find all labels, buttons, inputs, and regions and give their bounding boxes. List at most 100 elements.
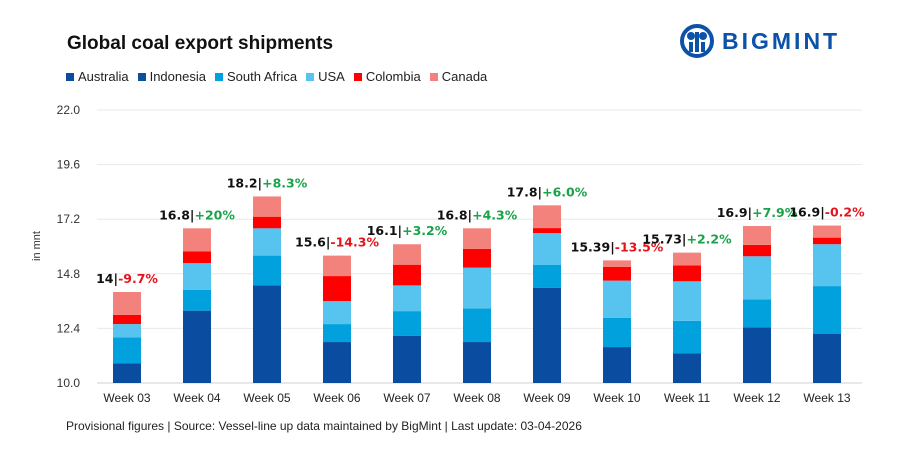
bar-segment-south-africa [253,255,281,286]
data-label-change: +7.9% [752,205,798,220]
data-label: 16.9|+7.9% [717,205,798,220]
data-label-separator: | [748,205,753,220]
x-tick-label: Week 12 [733,391,780,405]
chart-title: Global coal export shipments [67,33,334,54]
data-label: 16.8|+4.3% [437,207,518,222]
bar-segment-south-africa [113,337,141,364]
legend-item-indonesia: Indonesia [137,69,206,84]
legend-item-usa: USA [306,69,345,84]
legend-swatch [306,72,315,81]
data-label-change: +2.2% [686,232,732,247]
bar-segment-canada [113,292,141,315]
data-label-change: +4.3% [472,207,518,222]
bar-segment-canada [253,196,281,217]
bar-segment-south-africa [603,317,631,348]
bar-segment-canada [533,205,561,229]
bar-segment-south-africa [323,324,351,343]
x-tick-label: Week 03 [103,391,150,405]
data-label-change: -14.3% [330,235,379,250]
legend-label: Canada [441,69,488,84]
bar-segment-canada [463,228,491,249]
legend: Australia Indonesia South Africa USA Colombi… [66,69,487,84]
y-tick-label: 17.2 [57,212,81,226]
bar-segment-colombia [813,237,841,245]
data-label-change: +8.3% [262,175,308,190]
data-label-separator: | [258,175,263,190]
data-label-total: 14 [96,271,114,286]
bar-segment-colombia [393,264,421,286]
bar-segment-canada [743,226,771,245]
legend-swatch [429,72,438,81]
bar-segment-australia [113,363,141,383]
data-label-separator: | [538,184,543,199]
data-label-total: 15.39 [571,239,611,254]
y-tick-label: 22.0 [57,103,81,117]
bar-segment-australia [743,327,771,383]
bar-segment-australia [393,335,421,383]
x-tick-label: Week 06 [313,391,360,405]
bar-segment-australia [463,342,491,383]
bigmint-logo: BIGMINT [680,24,840,58]
data-label: 16.1|+3.2% [367,223,448,238]
x-tick-label: Week 04 [173,391,220,405]
data-label-change: -13.5% [615,239,664,254]
legend-swatch [214,72,223,81]
bar-segment-usa [743,256,771,300]
data-label-change: +20% [195,207,236,222]
data-label: 18.2|+8.3% [227,175,308,190]
bar-segment-south-africa [533,264,561,288]
bar-segment-colombia [113,314,141,325]
data-label: 16.9|-0.2% [789,205,865,220]
legend-swatch [66,72,74,81]
bar-segment-colombia [603,266,631,281]
bar-segment-colombia [533,228,561,234]
bar-segment-australia [323,342,351,383]
bar-segment-australia [183,310,211,383]
bar-segment-usa [603,280,631,318]
x-tick-label: Week 11 [664,391,711,405]
bar-segment-canada [673,252,701,266]
data-label-separator: | [190,207,195,222]
bar-segment-south-africa [393,311,421,336]
bar-segment-usa [393,285,421,312]
bar-segment-canada [813,225,841,238]
bar-segment-usa [323,301,351,325]
bar-segment-colombia [253,216,281,229]
data-label-total: 16.9 [717,205,748,220]
bar-segment-usa [113,324,141,338]
legend-label: South Africa [226,69,298,84]
data-label-total: 15.6 [295,235,326,250]
data-label-change: -0.2% [825,205,865,220]
x-tick-label: Week 08 [453,391,500,405]
legend-label: Colombia [365,69,421,84]
bar-segment-usa [183,263,211,290]
bar-segment-south-africa [743,299,771,328]
bigmint-logo-text: BIGMINT [722,27,841,54]
bar-segment-usa [253,228,281,256]
bar-segment-canada [603,260,631,267]
data-label: 17.8|+6.0% [507,184,588,199]
data-label-total: 17.8 [507,184,538,199]
data-label-change: +6.0% [542,184,588,199]
data-label-change: +3.2% [402,223,448,238]
bar-segment-colombia [673,265,701,282]
bar-segment-australia [603,347,631,383]
data-label-total: 16.9 [789,205,820,220]
x-tick-label: Week 05 [243,391,290,405]
legend-label: USA [318,69,345,84]
bar-segment-canada [323,255,351,277]
bar-segment-colombia [743,244,771,257]
data-label-separator: | [326,235,331,250]
data-label-total: 15.73 [642,232,682,247]
footer-note: Provisional figures | Source: Vessel-lin… [66,419,582,433]
data-label: 14|-9.7% [96,271,158,286]
data-label-separator: | [820,205,825,220]
data-label: 15.39|-13.5% [571,239,664,254]
bar-segment-australia [673,353,701,383]
y-tick-label: 14.8 [57,267,81,281]
legend-label: Indonesia [149,69,206,84]
legend-label: Australia [78,69,129,84]
data-label-separator: | [398,223,403,238]
x-tick-label: Week 13 [803,391,850,405]
